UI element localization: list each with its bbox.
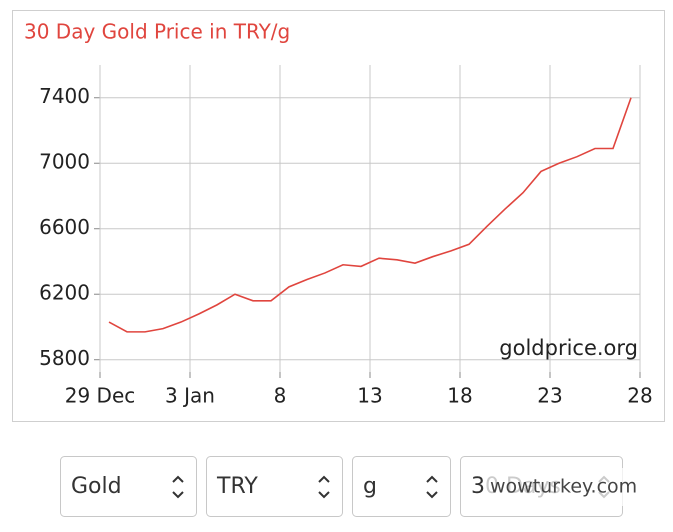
dropdown-chevron (426, 475, 438, 499)
dropdown-label: Gold (71, 474, 122, 499)
dropdown-chevron (172, 475, 184, 499)
dropdown[interactable] (60, 456, 197, 517)
y-tick-label: 6200 (39, 281, 90, 305)
x-tick-label: 23 (537, 384, 562, 408)
dropdown-label: TRY (216, 474, 258, 499)
y-tick-label: 7400 (39, 84, 90, 108)
price-line (108, 97, 632, 333)
y-tick-label: 7000 (39, 150, 90, 174)
y-tick-label: 6600 (39, 215, 90, 239)
x-tick-label: 3 Jan (165, 384, 215, 408)
x-tick-label: 29 Dec (65, 384, 136, 408)
x-tick-label: 28 (627, 384, 652, 408)
x-tick-label: 13 (357, 384, 382, 408)
watermark-backdrop (484, 468, 650, 506)
source-label: goldprice.org (499, 336, 638, 360)
dropdown[interactable] (352, 456, 451, 517)
x-tick-label: 18 (447, 384, 472, 408)
dropdown[interactable] (206, 456, 343, 517)
chart-title: 30 Day Gold Price in TRY/g (24, 20, 290, 44)
watermark: wowturkey.com (490, 476, 637, 498)
y-tick-label: 5800 (39, 346, 90, 370)
x-tick-label: 8 (274, 384, 287, 408)
dropdown-label: g (363, 474, 377, 499)
dropdown-chevron (318, 475, 330, 499)
